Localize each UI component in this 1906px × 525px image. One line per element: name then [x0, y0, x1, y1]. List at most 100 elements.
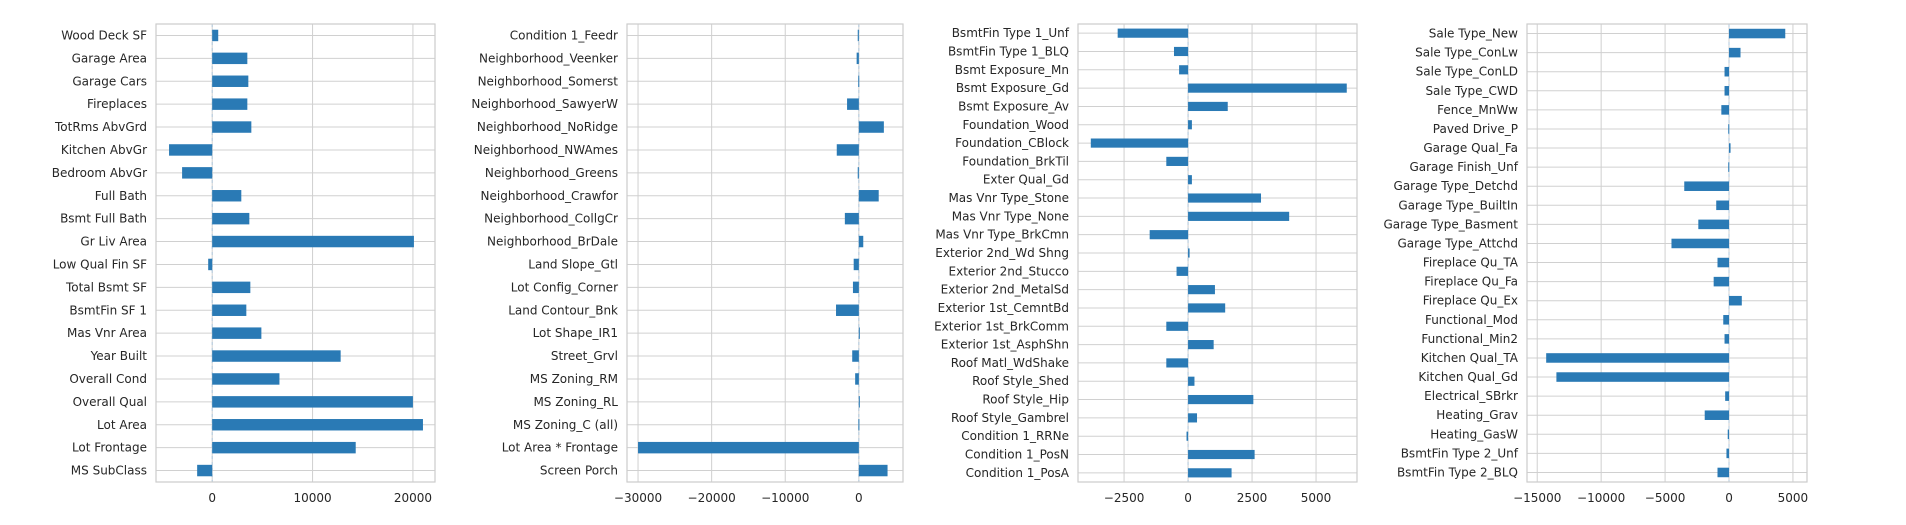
y-tick-label: Screen Porch — [540, 464, 618, 478]
y-tick-label: Fireplaces — [87, 97, 147, 111]
y-tick-label: Bsmt Full Bath — [60, 212, 147, 226]
bar — [1724, 86, 1730, 96]
y-tick-label: Heating_Grav — [1436, 408, 1518, 422]
x-tick-label: 2500 — [1237, 491, 1268, 505]
bar — [1546, 353, 1730, 363]
y-tick-label: Fireplace Qu_Fa — [1424, 275, 1518, 289]
y-tick-label: MS Zoning_RM — [530, 372, 618, 386]
y-tick-label: Neighborhood_SawyerW — [471, 97, 618, 111]
y-tick-label: Land Slope_Gtl — [528, 257, 618, 271]
bar — [1188, 193, 1262, 203]
y-tick-label: Condition 1_PosN — [965, 448, 1069, 462]
y-tick-label: Garage Type_BuiltIn — [1398, 198, 1518, 212]
y-tick-label: Street_Grvl — [551, 349, 618, 363]
y-tick-label: BsmtFin Type 1_BLQ — [948, 44, 1069, 58]
y-tick-label: Roof Style_Gambrel — [951, 411, 1069, 425]
bar — [208, 258, 213, 271]
y-tick-label: Neighborhood_Veenker — [479, 51, 618, 65]
y-tick-label: Lot Frontage — [72, 441, 147, 455]
bar — [212, 52, 248, 65]
y-tick-label: Kitchen Qual_Gd — [1418, 370, 1518, 384]
y-tick-label: TotRms AbvGrd — [54, 120, 147, 134]
bar — [1188, 303, 1226, 313]
bar — [1727, 429, 1730, 440]
y-tick-label: Condition 1_Feedr — [510, 28, 618, 42]
bar — [858, 327, 860, 339]
bar — [1724, 66, 1730, 77]
y-tick-label: Garage Type_Basment — [1383, 217, 1518, 231]
bar — [212, 29, 219, 42]
bar — [858, 75, 860, 87]
plot-frame — [1077, 23, 1358, 483]
y-tick-label: BsmtFin Type 2_Unf — [1401, 446, 1519, 460]
x-tick-label: −10000 — [1577, 491, 1625, 505]
bar — [1149, 230, 1189, 240]
y-tick-label: Exterior 2nd_Wd Shng — [935, 246, 1069, 260]
y-tick-label: Garage Finish_Unf — [1409, 160, 1518, 174]
bar — [197, 464, 213, 477]
bar — [855, 373, 859, 385]
y-tick-label: Foundation_BrkTil — [962, 154, 1069, 168]
bar — [847, 98, 859, 110]
bar — [1729, 143, 1731, 153]
bar — [1729, 28, 1786, 39]
y-tick-label: Lot Config_Corner — [511, 280, 618, 294]
y-tick-label: Exterior 1st_AsphShn — [941, 338, 1069, 352]
bar — [858, 464, 888, 477]
bar — [212, 75, 249, 87]
bar — [1728, 162, 1730, 172]
y-tick-label: Sale Type_ConLw — [1415, 46, 1518, 60]
y-tick-label: Electrical_SBrkr — [1424, 389, 1518, 403]
y-tick-label: BsmtFin SF 1 — [69, 303, 147, 317]
y-tick-label: MS Zoning_RL — [533, 395, 618, 409]
bar — [1716, 200, 1730, 211]
bar — [852, 350, 859, 362]
bar — [182, 167, 213, 179]
x-tick-label: 5000 — [1301, 491, 1332, 505]
y-tick-label: Mas Vnr Type_None — [952, 209, 1069, 223]
chart-panel-2: Screen Porch Lot Area * Frontage MS Zoning… — [471, 23, 904, 505]
bar — [1726, 448, 1730, 459]
bar — [212, 190, 242, 202]
y-tick-label: Total Bsmt SF — [65, 280, 147, 294]
plot-frame — [626, 23, 904, 483]
bar — [1188, 394, 1254, 405]
bar — [212, 98, 248, 110]
y-tick-label: Neighborhood_NoRidge — [477, 120, 618, 134]
x-tick-label: −30000 — [614, 491, 662, 505]
bar — [1713, 276, 1730, 287]
y-tick-label: Paved Drive_P — [1433, 122, 1518, 136]
y-tick-label: Gr Liv Area — [80, 235, 147, 249]
plot-frame — [155, 23, 436, 483]
bar — [856, 52, 859, 65]
bar — [1188, 101, 1228, 112]
bar — [858, 121, 884, 133]
bar — [212, 441, 356, 454]
y-tick-label: Condition 1_PosA — [966, 466, 1070, 480]
y-tick-label: MS SubClass — [71, 464, 147, 478]
bar — [1179, 65, 1189, 75]
y-tick-label: Kitchen Qual_TA — [1421, 351, 1519, 365]
y-tick-label: MS Zoning_C (all) — [513, 418, 618, 432]
bar — [1166, 321, 1189, 331]
y-tick-label: Mas Vnr Area — [67, 326, 147, 340]
y-tick-label: Roof Style_Hip — [982, 393, 1069, 407]
y-tick-label: Exterior 2nd_MetalSd — [941, 283, 1069, 297]
bar — [1173, 46, 1189, 57]
bar — [1704, 410, 1730, 420]
bar — [836, 304, 859, 316]
bar — [1176, 266, 1189, 276]
y-tick-label: Neighborhood_NWAmes — [474, 143, 618, 157]
bar — [857, 29, 859, 42]
bar — [1724, 334, 1730, 344]
y-tick-label: Sale Type_CWD — [1425, 84, 1518, 98]
bar — [212, 281, 251, 294]
bar — [1556, 372, 1730, 382]
bar — [212, 373, 280, 385]
x-tick-label: −2500 — [1104, 491, 1145, 505]
bar — [1717, 467, 1730, 478]
bar — [212, 350, 341, 362]
y-tick-label: Fence_MnWw — [1437, 103, 1518, 117]
bar — [212, 419, 423, 431]
bar — [858, 190, 879, 202]
